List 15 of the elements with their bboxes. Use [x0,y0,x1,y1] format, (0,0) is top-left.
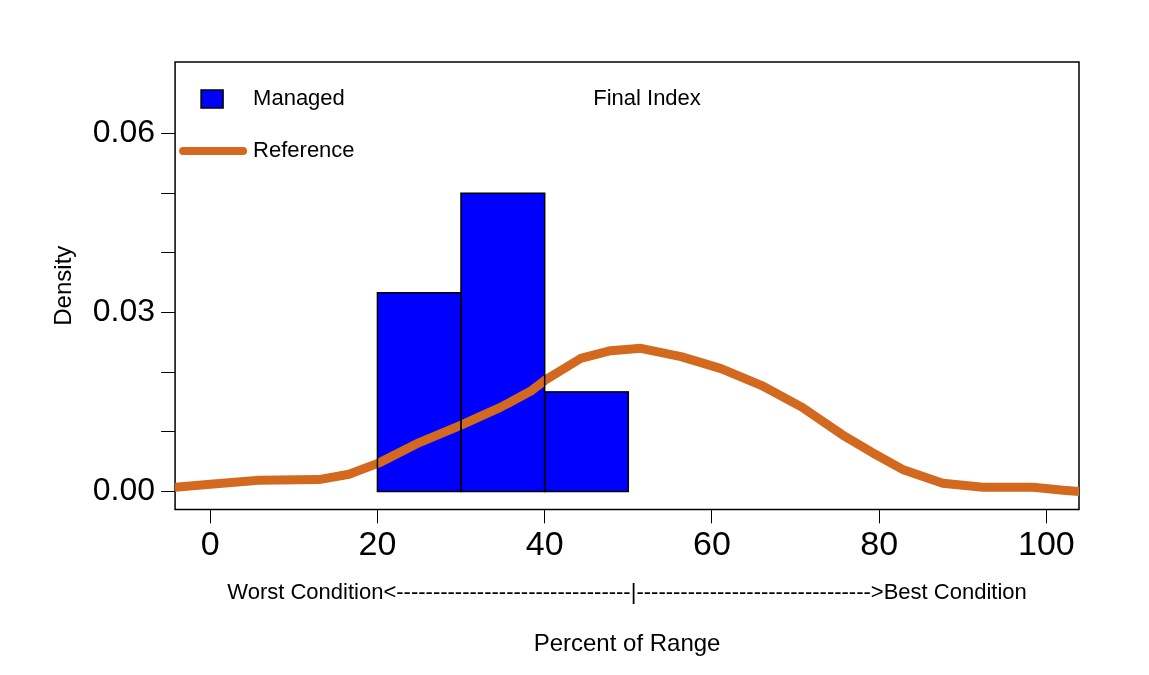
x-tick-label: 100 [1018,524,1075,563]
x-tick-label: 20 [358,524,397,563]
x-tick-label: 40 [525,524,564,563]
x-tick-label: 80 [860,524,899,563]
text: Worst Condition<--------------------------------|-------------------------------->Best Condition [227,579,1027,605]
x-tick-label: 0 [200,524,220,563]
y-axis-title: Density [49,245,77,326]
y-tick-label: 0.00 [92,471,156,508]
x-tick-label: 60 [693,524,731,563]
x-axis-title: Percent of Range [533,629,721,657]
legend-label: Reference [253,137,355,163]
y-tick-label: 0.06 [92,113,156,150]
y-tick-label: 0.03 [92,292,156,329]
legend-label: Managed [253,85,345,111]
text: Final Index [593,85,701,111]
